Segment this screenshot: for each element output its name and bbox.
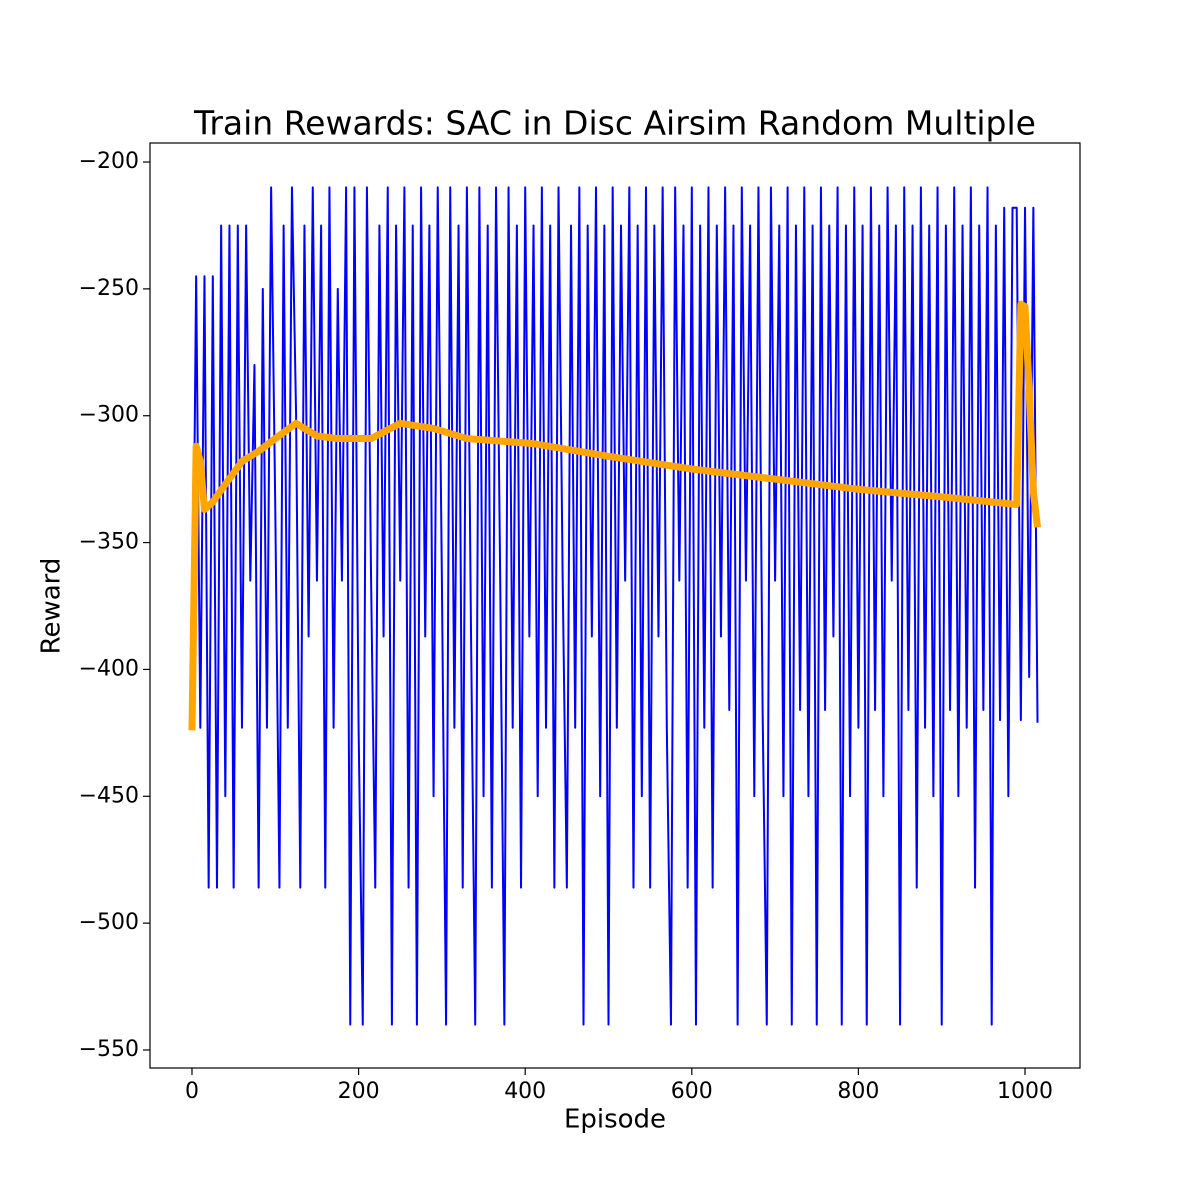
x-tick-label: 0 xyxy=(185,1079,199,1104)
y-tick-label: −400 xyxy=(79,656,139,681)
x-tick-label: 800 xyxy=(837,1079,879,1104)
y-tick-label: −250 xyxy=(79,276,139,301)
x-tick-label: 400 xyxy=(504,1079,546,1104)
x-tick-label: 1000 xyxy=(997,1079,1053,1104)
chart-title: Train Rewards: SAC in Disc Airsim Random… xyxy=(193,104,1036,143)
y-axis-label: Reward xyxy=(37,558,67,655)
y-tick-label: −450 xyxy=(79,783,139,808)
series-line xyxy=(190,186,1039,1026)
y-tick-label: −550 xyxy=(79,1037,139,1062)
y-tick-label: −500 xyxy=(79,910,139,935)
x-tick-label: 600 xyxy=(671,1079,713,1104)
x-axis-label: Episode xyxy=(564,1105,666,1135)
y-tick-label: −200 xyxy=(79,149,139,174)
y-tick-label: −350 xyxy=(79,530,139,555)
series-line xyxy=(188,300,1041,731)
y-tick-label: −300 xyxy=(79,403,139,428)
plot-frame xyxy=(149,142,1081,1069)
x-tick-label: 200 xyxy=(338,1079,380,1104)
